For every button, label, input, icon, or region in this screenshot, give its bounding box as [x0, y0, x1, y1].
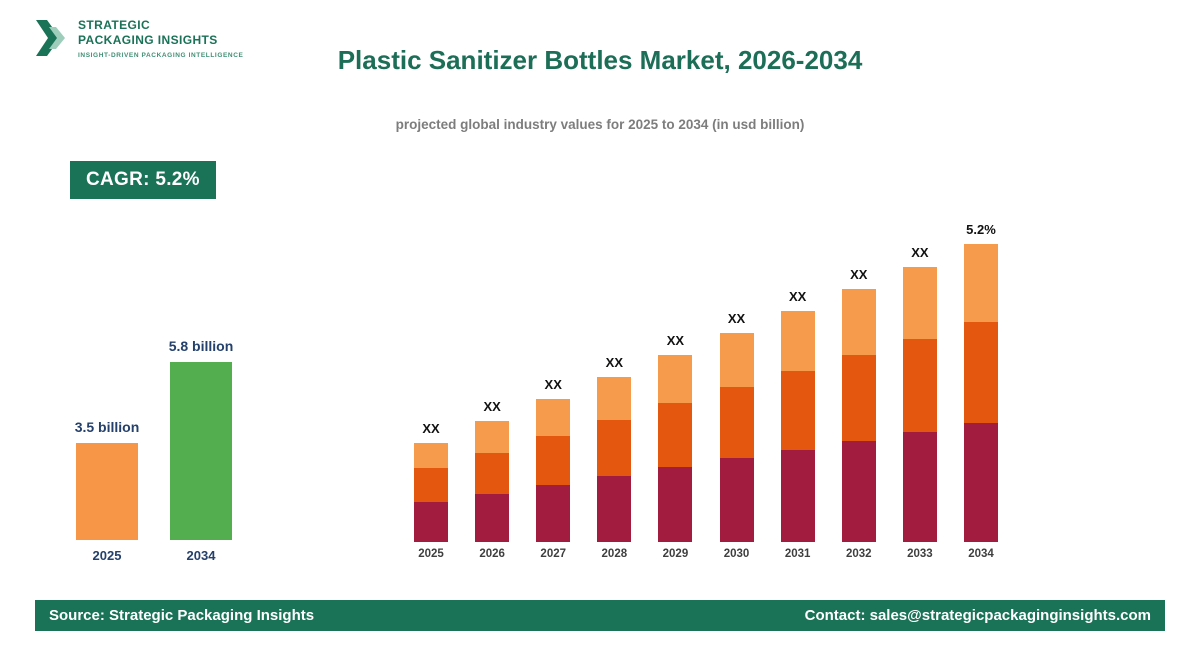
bar-top-label: XX: [788, 289, 807, 304]
year-label: 2028: [601, 548, 628, 560]
logo: STRATEGIC PACKAGING INSIGHTS INSIGHT-DRI…: [34, 14, 243, 62]
stacked-projection-chart: XX 2025 XX 2026 XX 2027 XX 2028 XX 2029 XX 2030 XX 20…: [408, 198, 1004, 560]
bar-2025: [76, 443, 138, 540]
segment-top: [658, 355, 693, 403]
stacked-bar-group: XX 2027: [530, 377, 576, 560]
bar-top-label: XX: [605, 355, 623, 370]
cagr-badge: CAGR: 5.2%: [70, 161, 216, 199]
segment-bottom: [475, 494, 510, 542]
segment-bottom: [963, 423, 998, 542]
stacked-bar-group: XX 2031: [775, 289, 821, 560]
stacked-bar-group: XX 2029: [652, 333, 698, 560]
page-subtitle: projected global industry values for 202…: [395, 117, 805, 132]
segment-middle: [963, 322, 998, 423]
logo-tagline: INSIGHT-DRIVEN PACKAGING INTELLIGENCE: [78, 52, 244, 59]
page-title: Plastic Sanitizer Bottles Market, 2026-2…: [337, 45, 863, 75]
segment-middle: [780, 371, 815, 450]
stacked-bar-2027: [536, 399, 571, 542]
segment-top: [719, 333, 754, 387]
segment-bottom: [536, 485, 571, 542]
year-label: 2026: [479, 548, 505, 560]
stacked-bar-2034: [963, 244, 998, 542]
stacked-bar-2033: [902, 267, 937, 542]
stacked-bar-group: XX 2030: [714, 311, 760, 560]
stacked-bar-group: XX 2025: [408, 421, 454, 560]
segment-middle: [597, 420, 632, 476]
bar-top-label: XX: [911, 245, 929, 260]
logo-line1: STRATEGIC: [78, 18, 151, 32]
year-label: 2027: [540, 548, 567, 560]
stacked-bar-2031: [780, 311, 815, 542]
stacked-bar-2032: [841, 289, 876, 542]
bar-top-label: XX: [666, 333, 685, 348]
segment-top: [780, 311, 815, 371]
mini-bar-group: 5.8 billion 2034: [162, 338, 240, 563]
year-label: 2025: [418, 548, 444, 560]
year-label: 2025: [92, 548, 122, 563]
logo-line2: PACKAGING INSIGHTS: [78, 33, 218, 47]
segment-middle: [536, 436, 571, 485]
year-label: 2031: [784, 548, 811, 560]
bar-top-label: XX: [483, 399, 501, 414]
stacked-bar-group: XX 2028: [591, 355, 637, 560]
year-label: 2034: [186, 548, 216, 563]
bar-value-label: 3.5 billion: [74, 419, 140, 435]
bar-top-label: XX: [727, 311, 746, 326]
stacked-bar-group: 5.2% 2034: [958, 222, 1004, 560]
stacked-bar-group: XX 2026: [469, 399, 515, 560]
segment-bottom: [841, 441, 876, 542]
segment-bottom: [658, 467, 693, 542]
segment-middle: [841, 355, 876, 441]
bar-2034: [170, 362, 232, 540]
logo-text: STRATEGIC PACKAGING INSIGHTS INSIGHT-DRI…: [78, 14, 243, 59]
segment-bottom: [719, 458, 754, 542]
segment-top: [841, 289, 876, 355]
stacked-bar-2026: [475, 421, 510, 542]
bar-top-label: XX: [422, 421, 440, 436]
segment-bottom: [902, 432, 937, 542]
segment-top: [475, 421, 510, 453]
segment-bottom: [780, 450, 815, 542]
segment-middle: [902, 339, 937, 432]
bar-top-label: XX: [544, 377, 562, 392]
segment-middle: [475, 453, 510, 494]
mini-bar-group: 3.5 billion 2025: [68, 419, 146, 563]
footer-contact: Contact: sales@strategicpackaginginsight…: [804, 607, 1151, 624]
segment-bottom: [597, 476, 632, 542]
segment-bottom: [414, 502, 448, 542]
stacked-bar-2029: [658, 355, 693, 542]
year-label: 2030: [723, 548, 750, 560]
year-label: 2033: [907, 548, 933, 560]
bar-value-label: 5.8 billion: [168, 338, 234, 354]
segment-middle: [414, 468, 448, 502]
segment-top: [414, 443, 448, 468]
segment-top: [963, 244, 998, 322]
stacked-bar-group: XX 2032: [836, 267, 882, 560]
footer-bar: Source: Strategic Packaging Insights Con…: [35, 600, 1165, 631]
bar-top-label: XX: [850, 267, 868, 282]
stacked-bar-2028: [597, 377, 632, 542]
stacked-bar-2030: [719, 333, 754, 542]
segment-middle: [719, 387, 754, 458]
stacked-bar-group: XX 2033: [897, 245, 943, 560]
footer-source: Source: Strategic Packaging Insights: [49, 607, 315, 624]
segment-top: [536, 399, 571, 436]
segment-top: [902, 267, 937, 339]
double-chevron-logo-icon: [34, 14, 70, 62]
year-label: 2029: [662, 548, 689, 560]
year-label: 2034: [968, 548, 994, 560]
stacked-bar-2025: [414, 443, 448, 542]
growth-summary-chart: 3.5 billion 2025 5.8 billion 2034: [68, 315, 240, 563]
segment-middle: [658, 403, 693, 467]
year-label: 2032: [845, 548, 872, 560]
bar-top-label: 5.2%: [966, 222, 996, 237]
segment-top: [597, 377, 632, 420]
